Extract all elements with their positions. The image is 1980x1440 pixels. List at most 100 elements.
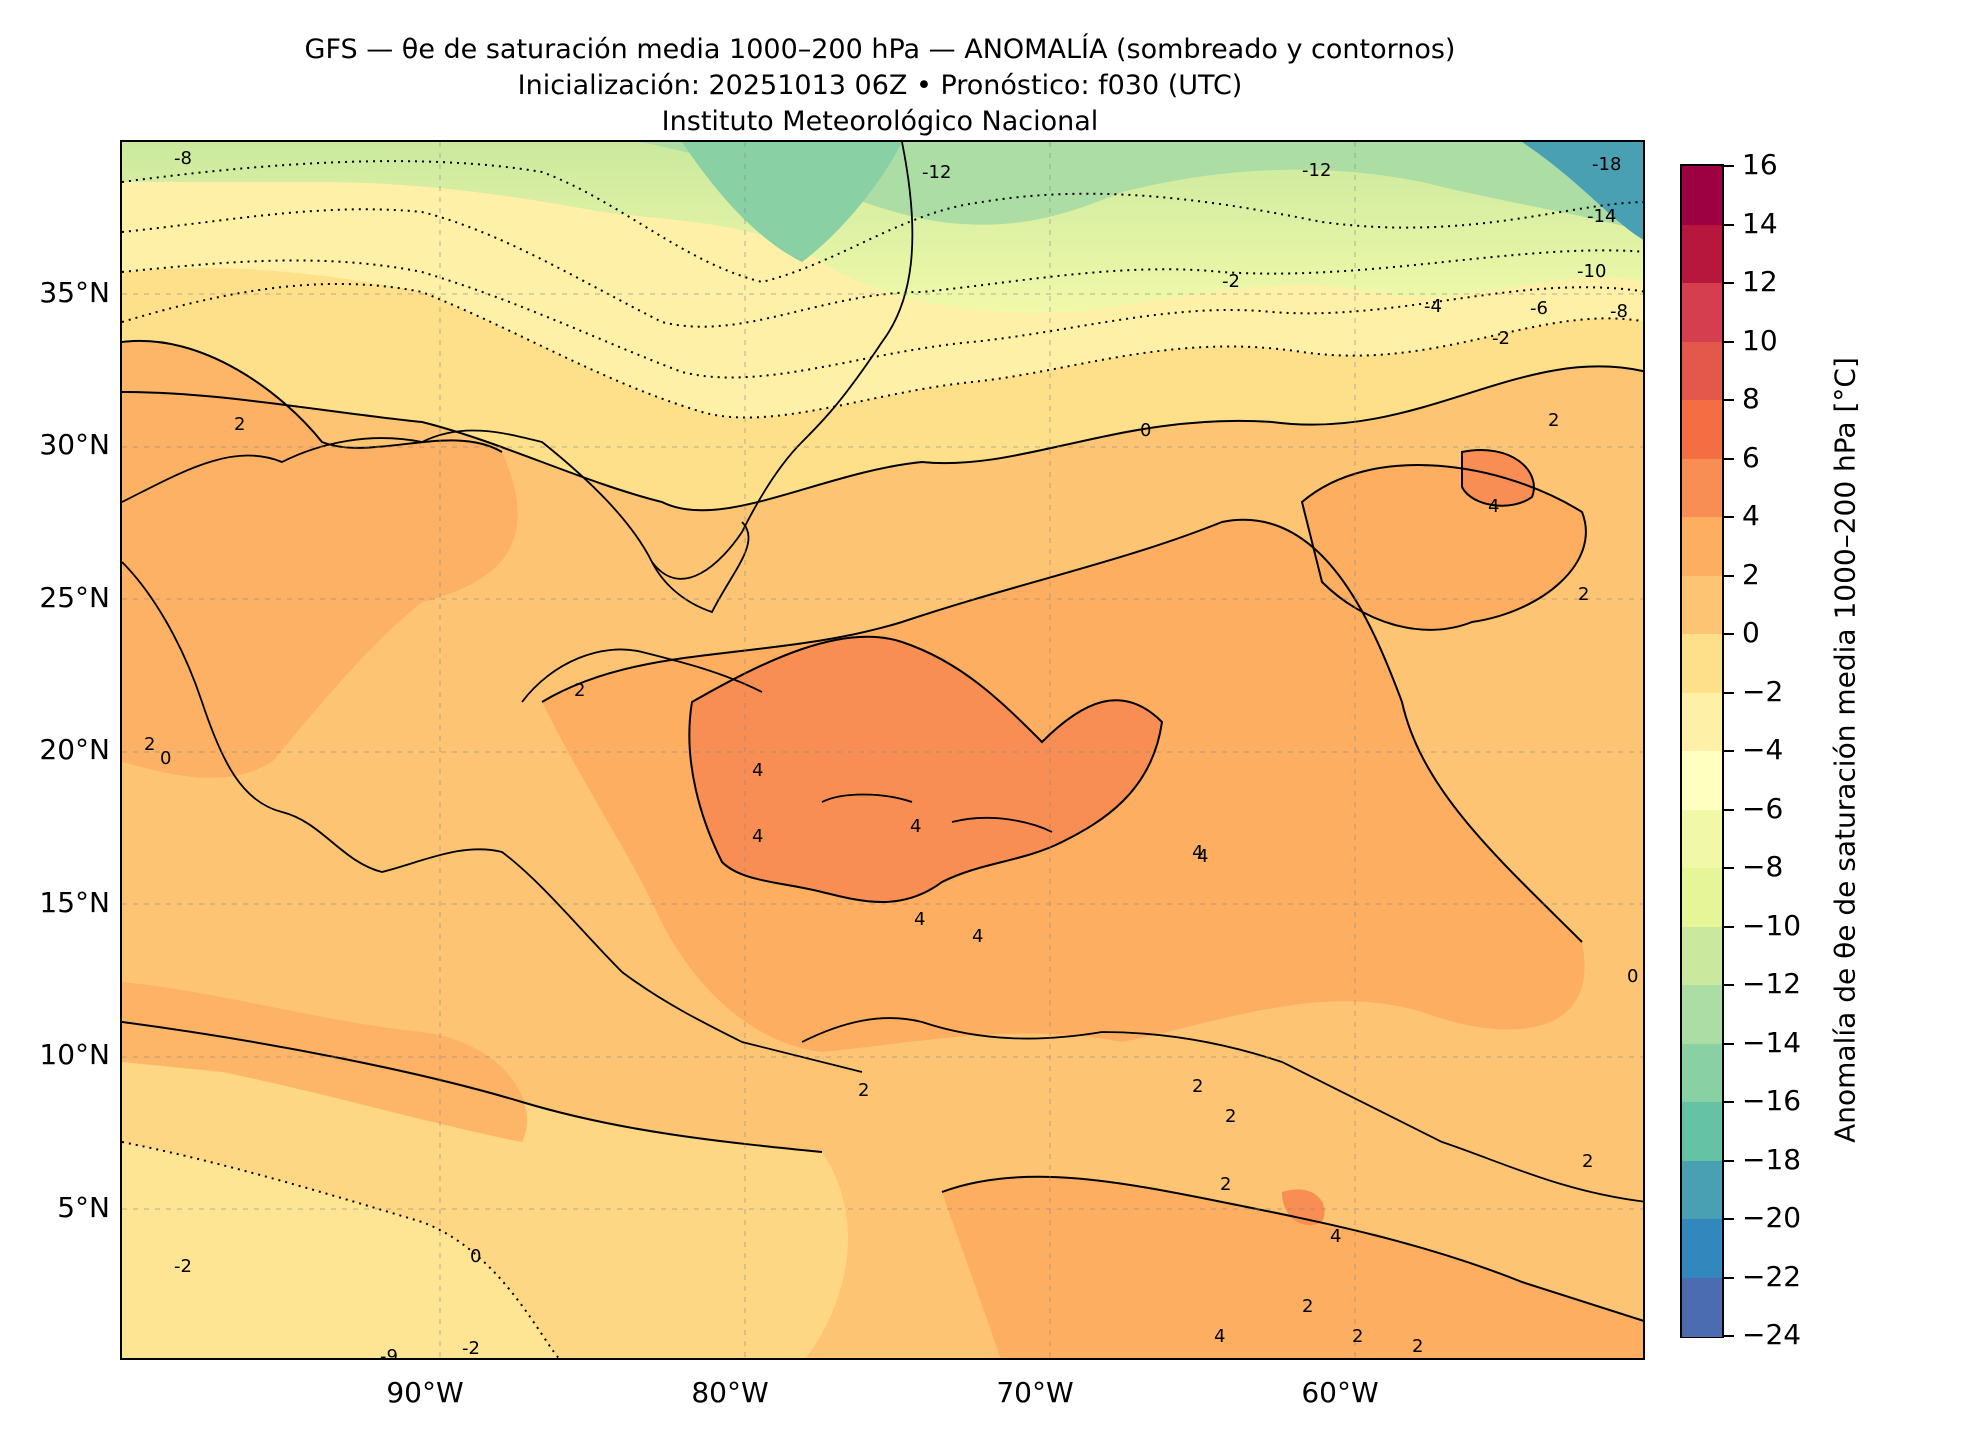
- colorbar-segment: [1682, 1043, 1722, 1103]
- colorbar-tick-label: −20: [1724, 1201, 1801, 1234]
- contour-label: 2: [144, 734, 155, 755]
- contour-label: 2: [1548, 410, 1559, 431]
- coastline-islands: [821, 793, 1053, 833]
- contour-label: 4: [752, 760, 763, 781]
- lat-tick-label: 15°N: [39, 885, 110, 919]
- colorbar: [1680, 164, 1724, 1338]
- lon-tick-label: 80°W: [691, 1376, 769, 1409]
- contour-label: -8: [174, 148, 192, 169]
- colorbar-segment: [1682, 868, 1722, 928]
- colorbar-segment: [1682, 166, 1722, 226]
- colorbar-label: Anomalía de θe de saturación media 1000–…: [1828, 357, 1862, 1143]
- contour-label: 4: [914, 909, 925, 930]
- colorbar-segment: [1682, 809, 1722, 869]
- colorbar-tick-label: −4: [1724, 733, 1783, 766]
- contour-label: 2: [234, 414, 245, 435]
- contour-2-atlantic: [1300, 464, 1587, 631]
- contour-label: -2: [174, 1256, 192, 1277]
- contour-0-north: [122, 365, 1643, 512]
- colorbar-tick-label: 12: [1724, 265, 1778, 298]
- contour-minus6-north: [122, 208, 1643, 328]
- region-2-to-4-gulf: [122, 340, 518, 778]
- contour-label: -12: [1302, 160, 1331, 181]
- lat-tick-label: 10°N: [39, 1038, 110, 1071]
- contour-label: -4: [1424, 296, 1442, 317]
- contour-label: -2: [1492, 328, 1510, 349]
- contour-label: 4: [1330, 1226, 1341, 1247]
- coastline-south-america: [801, 1017, 1643, 1203]
- contour-label: 4: [910, 816, 921, 837]
- contour-label: 4: [1214, 1326, 1225, 1347]
- colorbar-tick-label: 2: [1724, 558, 1760, 591]
- colorbar-tick-label: −10: [1724, 909, 1801, 942]
- lat-tick-label: 20°N: [39, 733, 110, 766]
- contour-minus2-north: [122, 282, 1643, 419]
- coastline-yucatan-cuba: [521, 648, 763, 703]
- colorbar-segment: [1682, 1277, 1722, 1337]
- contour-label: 4: [1197, 846, 1208, 867]
- colorbar-segment: [1682, 341, 1722, 401]
- contour-label: -8: [1610, 301, 1628, 322]
- region-2-to-4-south-america: [942, 1176, 1643, 1358]
- contour-label: -18: [1592, 154, 1621, 175]
- contour-label: 4: [1488, 496, 1499, 517]
- lon-tick-label: 70°W: [996, 1376, 1074, 1409]
- colorbar-tick-label: −24: [1724, 1318, 1801, 1351]
- colorbar-segment: [1682, 1219, 1722, 1279]
- contour-label: 2: [1578, 584, 1589, 605]
- contour-label: 4: [752, 826, 763, 847]
- colorbar-tick-label: 4: [1724, 499, 1760, 532]
- colorbar-tick-label: 16: [1724, 148, 1778, 181]
- contour-label: 2: [1192, 1076, 1203, 1097]
- contour-label: 2: [1352, 1326, 1363, 1347]
- lat-tick-label: 5°N: [57, 1190, 110, 1224]
- colorbar-segment: [1682, 517, 1722, 577]
- contour-label: -12: [922, 162, 951, 183]
- contour-minus8-north: [122, 160, 1643, 284]
- contour-label: 2: [574, 680, 585, 701]
- lon-tick-label: 60°W: [1301, 1376, 1379, 1409]
- contour-label: 2: [1220, 1174, 1231, 1195]
- region-4-to-6-atlantic-core: [1462, 450, 1534, 506]
- title-line-3: Instituto Meteorológico Nacional: [661, 106, 1099, 137]
- colorbar-segment: [1682, 1160, 1722, 1220]
- band-south-0: [122, 1022, 848, 1358]
- contour-label: -2: [1222, 271, 1240, 292]
- colorbar-tick-label: 6: [1724, 441, 1760, 474]
- colorbar-segment: [1682, 575, 1722, 635]
- colorbar-tick-label: −16: [1724, 1084, 1801, 1117]
- contour-label: -14: [1587, 206, 1616, 227]
- region-4-to-6-greater-antilles: [689, 636, 1162, 902]
- colorbar-tick-label: 0: [1724, 616, 1760, 649]
- coastline-central-america: [122, 561, 863, 1073]
- colorbar-tick-label: −6: [1724, 792, 1783, 825]
- contour-label: 4: [1192, 842, 1203, 863]
- colorbar-segment: [1682, 400, 1722, 460]
- contour-label: -6: [1530, 298, 1548, 319]
- colorbar-segment: [1682, 1102, 1722, 1162]
- colorbar-tick-label: 14: [1724, 207, 1778, 240]
- contour-label: 0: [1627, 966, 1638, 987]
- contour-label: 0: [470, 1246, 481, 1267]
- colorbar-tick-label: 8: [1724, 382, 1760, 415]
- lat-tick-label: 35°N: [39, 275, 110, 309]
- contour-0-south: [122, 1021, 823, 1153]
- contour-label: -10: [1577, 261, 1606, 282]
- contour-label: 0: [1140, 420, 1151, 441]
- colorbar-tick-label: −18: [1724, 1143, 1801, 1176]
- colorbar-segment: [1682, 458, 1722, 518]
- contour-2-caribbean: [541, 518, 1583, 943]
- coastline-us-gulf: [122, 142, 914, 580]
- region-2-to-4-atlantic: [1302, 464, 1586, 630]
- colorbar-tick-label: −14: [1724, 1026, 1801, 1059]
- colorbar-segment: [1682, 634, 1722, 694]
- colorbar-tick-label: 10: [1724, 324, 1778, 357]
- contour-label: 2: [1302, 1296, 1313, 1317]
- colorbar-segment: [1682, 985, 1722, 1045]
- contour-label: 2: [1225, 1106, 1236, 1127]
- map-panel: -8 -12 -12 -18 -14 -10 -8 -6 -4 -2 -2 2 …: [120, 140, 1645, 1360]
- colorbar-tick-label: −22: [1724, 1260, 1801, 1293]
- colorbar-segment: [1682, 926, 1722, 986]
- contour-label: -9: [380, 1346, 398, 1360]
- colorbar-tick-label: −12: [1724, 967, 1801, 1000]
